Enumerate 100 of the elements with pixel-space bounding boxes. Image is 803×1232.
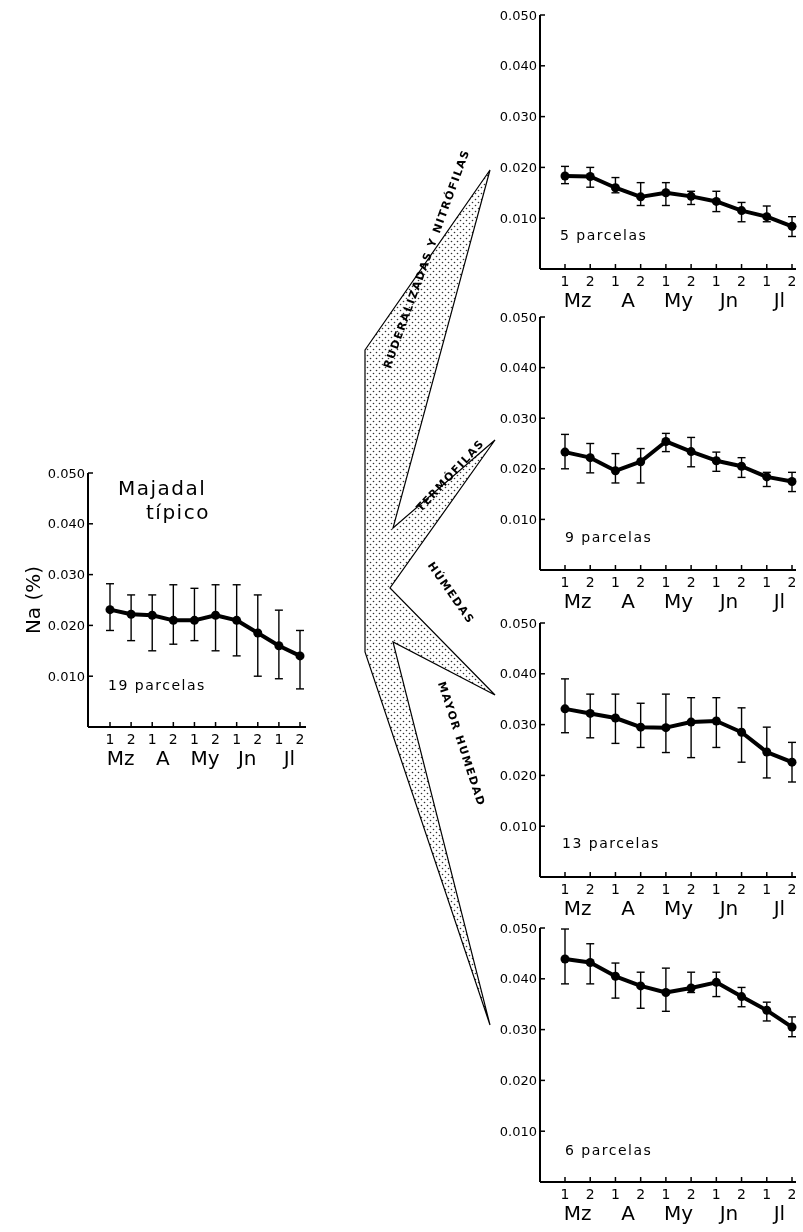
y-tick-label: 0.010 [499, 1123, 537, 1139]
text: Mz [563, 896, 592, 920]
y-tick-label: 0.040 [499, 666, 537, 682]
text: Jn [717, 1201, 739, 1225]
x-tick-label: 1 [762, 1186, 772, 1202]
x-tick-label: 1 [762, 273, 772, 289]
x-tick-label: 2 [787, 1186, 797, 1202]
text: My [663, 1201, 694, 1225]
point [560, 954, 570, 964]
point [737, 992, 747, 1002]
point [686, 447, 696, 457]
x-tick-label: 1 [560, 1186, 570, 1202]
x-tick-label: 1 [560, 881, 570, 897]
y-tick-label: 0.050 [499, 920, 537, 936]
text: Majadal típico [118, 476, 210, 524]
y-tick-label: 0.010 [499, 511, 537, 527]
y-axis-title: Na (%) [21, 565, 45, 635]
point [585, 453, 595, 463]
point [610, 971, 620, 981]
point [636, 981, 646, 991]
x-tick-label: 2 [787, 881, 797, 897]
y-tick-label: 0.040 [499, 971, 537, 987]
point [585, 708, 595, 718]
point [585, 172, 595, 182]
x-tick-label: 2 [585, 574, 595, 590]
text: A [621, 896, 636, 920]
x-tick-label: 2 [636, 574, 646, 590]
point [105, 605, 115, 615]
y-tick-label: 0.030 [499, 717, 537, 733]
point [737, 206, 747, 216]
point [762, 472, 772, 482]
point [610, 466, 620, 476]
y-tick-label: 0.010 [47, 668, 85, 684]
point [232, 615, 242, 625]
point [787, 476, 797, 486]
y-tick-label: 0.010 [499, 210, 537, 226]
y-tick-label: 0.010 [499, 818, 537, 834]
x-tick-label: 2 [585, 1186, 595, 1202]
x-tick-label: 2 [787, 273, 797, 289]
x-tick-label: 1 [711, 1186, 721, 1202]
x-tick-label: 1 [560, 574, 570, 590]
point [711, 456, 721, 466]
text: Mz [563, 1201, 592, 1225]
y-tick-label: 0.040 [499, 360, 537, 376]
point [189, 615, 199, 625]
x-tick-label: 2 [737, 1186, 747, 1202]
text: Mz [106, 746, 135, 770]
text: A [621, 1201, 636, 1225]
point [636, 457, 646, 467]
text: My [663, 589, 694, 613]
point [661, 988, 671, 998]
x-tick-label: 1 [274, 731, 284, 747]
x-tick-label: 2 [686, 574, 696, 590]
point [295, 651, 305, 661]
point [711, 977, 721, 987]
point [610, 183, 620, 193]
y-tick-label: 0.030 [499, 1022, 537, 1038]
point [636, 722, 646, 732]
x-tick-label: 1 [232, 731, 242, 747]
x-tick-label: 1 [711, 273, 721, 289]
x-tick-label: 1 [105, 731, 115, 747]
y-tick-label: 0.020 [499, 767, 537, 783]
y-tick-label: 0.050 [499, 309, 537, 325]
x-tick-label: 1 [762, 881, 772, 897]
text: A [621, 288, 636, 312]
x-tick-label: 2 [686, 881, 696, 897]
point [711, 716, 721, 726]
point [762, 212, 772, 222]
x-tick-label: 2 [585, 881, 595, 897]
y-tick-label: 0.020 [499, 1072, 537, 1088]
point [610, 713, 620, 723]
annotation: 13 parcelas [562, 835, 660, 851]
point [787, 757, 797, 767]
x-tick-label: 2 [211, 731, 221, 747]
text: Jn [717, 589, 739, 613]
text: Jl [771, 1201, 786, 1225]
x-tick-label: 1 [661, 574, 671, 590]
x-tick-label: 1 [661, 881, 671, 897]
x-tick-label: 1 [711, 574, 721, 590]
point [686, 191, 696, 201]
x-tick-label: 2 [737, 273, 747, 289]
point [762, 1005, 772, 1015]
x-tick-label: 2 [636, 1186, 646, 1202]
text: Jl [771, 288, 786, 312]
annotation: 19 parcelas [108, 677, 206, 693]
text: Jl [771, 896, 786, 920]
x-tick-label: 1 [610, 574, 620, 590]
x-tick-label: 1 [610, 273, 620, 289]
point [560, 447, 570, 457]
text: Jn [717, 896, 739, 920]
point [253, 628, 263, 638]
x-tick-label: 2 [168, 731, 178, 747]
point [787, 1022, 797, 1032]
x-tick-label: 1 [661, 273, 671, 289]
text: My [190, 746, 220, 770]
x-tick-label: 1 [661, 1186, 671, 1202]
annotation: 9 parcelas [565, 529, 653, 545]
text: Mz [563, 589, 592, 613]
text: Jl [281, 746, 296, 770]
point [686, 983, 696, 993]
